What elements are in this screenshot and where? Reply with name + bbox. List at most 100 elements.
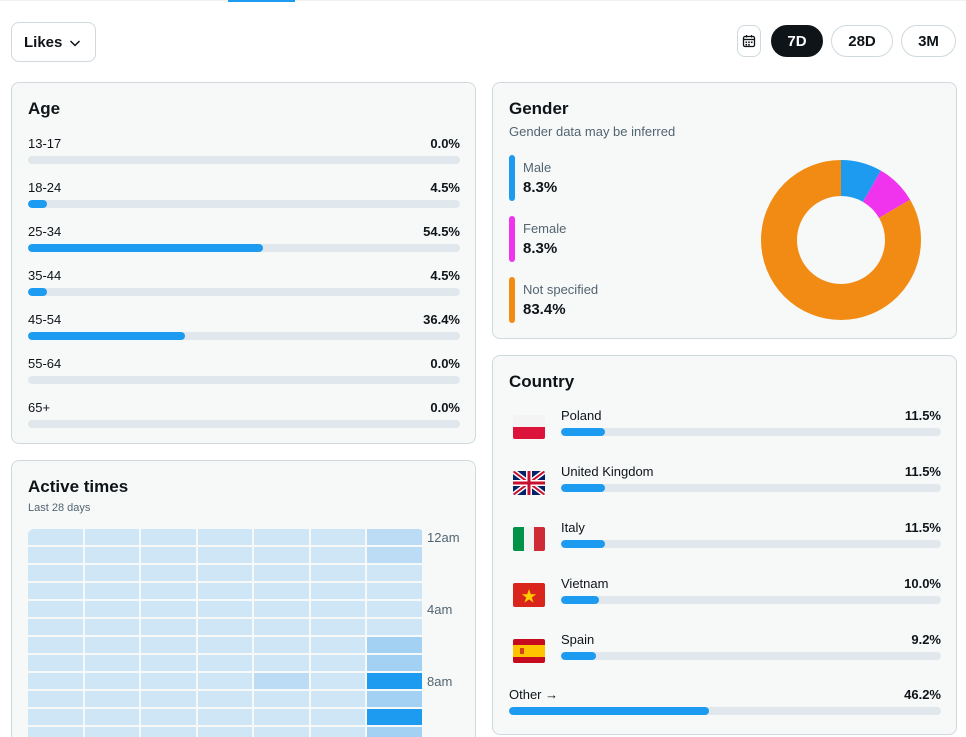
- heatmap-cell: [84, 709, 140, 725]
- heatmap-cell: [254, 637, 309, 653]
- heatmap-cell: [367, 691, 422, 707]
- heatmap-cell: [84, 637, 140, 653]
- heatmap-cell: [197, 673, 253, 689]
- range-3m-button[interactable]: 3M: [901, 25, 956, 57]
- heatmap-cell: [197, 655, 253, 671]
- legend-value: 83.4%: [523, 301, 566, 318]
- legend-value: 8.3%: [523, 179, 558, 196]
- age-row: 45-54 36.4%: [28, 312, 460, 342]
- legend-swatch: [509, 277, 515, 323]
- flag-poland-icon: [513, 415, 545, 439]
- active-times-card: Active times Last 28 days 12am 4am 8am: [11, 460, 476, 737]
- time-label: 12am: [427, 530, 460, 545]
- heatmap-cell: [254, 547, 309, 563]
- age-value: 0.0%: [430, 136, 460, 151]
- heatmap-cell: [141, 727, 196, 737]
- country-row: Vietnam 10.0%: [509, 576, 941, 616]
- age-bar-track: [28, 288, 460, 296]
- chevron-down-icon: [69, 40, 81, 47]
- gender-subtitle: Gender data may be inferred: [509, 124, 676, 139]
- country-name: Italy: [561, 520, 585, 535]
- heatmap-cell: [28, 691, 83, 707]
- heatmap-cell: [197, 709, 253, 725]
- heatmap-cell: [141, 691, 196, 707]
- time-label: 4am: [427, 602, 453, 617]
- heatmap-cell: [310, 727, 366, 737]
- country-value: 9.2%: [911, 632, 941, 647]
- heatmap-cell: [310, 619, 366, 635]
- heatmap-cell: [197, 583, 253, 599]
- heatmap-cell: [254, 565, 309, 581]
- age-row: 18-24 4.5%: [28, 180, 460, 210]
- calendar-icon: [742, 35, 756, 48]
- active-times-subtitle: Last 28 days: [28, 502, 91, 514]
- country-bar-fill: [561, 596, 599, 604]
- age-row: 65+ 0.0%: [28, 400, 460, 430]
- age-label: 45-54: [28, 312, 62, 327]
- country-other-value: 46.2%: [904, 687, 941, 702]
- age-bar-track: [28, 200, 460, 208]
- country-title: Country: [509, 372, 575, 391]
- gender-title: Gender: [509, 99, 569, 118]
- country-value: 11.5%: [904, 520, 941, 535]
- country-row: Poland 11.5%: [509, 408, 941, 448]
- age-label: 65+: [28, 400, 51, 415]
- heatmap-cell: [367, 637, 422, 653]
- age-label: 13-17: [28, 136, 62, 151]
- heatmap-cell: [28, 565, 83, 581]
- heatmap-cell: [197, 619, 253, 635]
- heatmap-cell: [254, 709, 309, 725]
- age-bar-fill: [28, 244, 264, 252]
- heatmap-cell: [310, 691, 366, 707]
- legend-label: Female: [523, 221, 567, 236]
- heatmap-cell: [84, 691, 140, 707]
- gender-donut-chart: [761, 160, 921, 320]
- country-bar-fill: [509, 707, 709, 715]
- age-bar-track: [28, 244, 460, 252]
- heatmap-cell: [367, 709, 422, 725]
- age-bar-track: [28, 376, 460, 384]
- heatmap-cell: [84, 529, 140, 545]
- flag-uk-icon: [513, 471, 545, 495]
- country-value: 11.5%: [904, 464, 941, 479]
- legend-swatch: [509, 155, 515, 201]
- heatmap-cell: [141, 637, 196, 653]
- country-other-row[interactable]: Other → 46.2%: [509, 687, 941, 717]
- country-bar-fill: [561, 540, 605, 548]
- heatmap-cell: [197, 601, 253, 617]
- heatmap-cell: [254, 601, 309, 617]
- age-bar-track: [28, 332, 460, 340]
- age-bar-fill: [28, 332, 186, 340]
- country-name: Spain: [561, 632, 595, 647]
- heatmap-cell: [28, 547, 83, 563]
- country-bar-fill: [561, 484, 605, 492]
- age-bar-fill: [28, 288, 48, 296]
- heatmap-cell: [254, 691, 309, 707]
- heatmap-cell: [367, 547, 422, 563]
- heatmap-cell: [141, 619, 196, 635]
- age-value: 0.0%: [430, 356, 460, 371]
- range-28d-button[interactable]: 28D: [831, 25, 893, 57]
- country-bar-track: [561, 540, 941, 548]
- heatmap-cell: [367, 727, 422, 737]
- range-7d-button[interactable]: 7D: [771, 25, 823, 57]
- heatmap-cell: [310, 709, 366, 725]
- country-row: Spain 9.2%: [509, 632, 941, 672]
- heatmap-cell: [28, 637, 83, 653]
- heatmap-cell: [141, 673, 196, 689]
- heatmap-cell: [84, 583, 140, 599]
- country-other-link[interactable]: Other →: [509, 687, 559, 702]
- legend-swatch: [509, 216, 515, 262]
- country-bar-track: [561, 428, 941, 436]
- country-bar-track: [509, 707, 941, 715]
- heatmap-cell: [197, 691, 253, 707]
- flag-spain-icon: [513, 639, 545, 663]
- metric-dropdown[interactable]: Likes: [11, 22, 96, 62]
- heatmap-cell: [310, 655, 366, 671]
- legend-value: 8.3%: [523, 240, 558, 257]
- heatmap-cell: [310, 529, 366, 545]
- age-value: 4.5%: [430, 268, 460, 283]
- heatmap-cell: [84, 565, 140, 581]
- country-name: Vietnam: [561, 576, 609, 591]
- calendar-button[interactable]: [737, 25, 761, 57]
